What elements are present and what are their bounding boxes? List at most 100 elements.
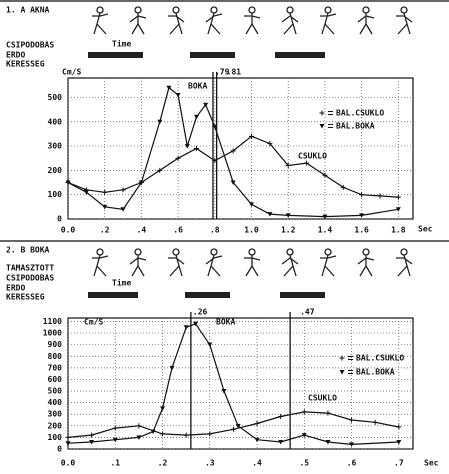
y-tick-label: 200 (48, 166, 63, 175)
phase-bar (190, 52, 235, 58)
y-tick-label: 900 (48, 340, 63, 349)
head (401, 249, 407, 255)
point-marker (325, 411, 330, 416)
head (363, 7, 369, 13)
header-row: CSIPODOBAS (6, 41, 54, 50)
head (401, 7, 407, 13)
legend-label: BAL.BOKA (336, 122, 375, 131)
y-tick-label: 1000 (43, 329, 62, 338)
y-tick-label: 100 (48, 433, 63, 442)
y-tick-label: 300 (48, 142, 63, 151)
y-tick-label: 100 (48, 190, 63, 199)
x-tick-label: 0.0 (61, 459, 76, 468)
stick-figure (168, 249, 184, 276)
point-marker (207, 343, 212, 348)
time-marker-label: .81 (227, 68, 242, 77)
header-row: ERDO (6, 284, 25, 293)
legend-symbol (320, 111, 325, 116)
body (92, 255, 108, 276)
point-marker (102, 190, 107, 195)
point-marker (176, 93, 181, 98)
stick-figure (320, 249, 336, 276)
legend-equals (328, 125, 333, 128)
head (363, 249, 369, 255)
y-tick-label: 700 (48, 363, 63, 372)
point-marker (113, 426, 118, 431)
point-marker (194, 115, 199, 120)
x-tick-label: .4 (137, 226, 147, 235)
head (97, 7, 103, 13)
x-tick-label: 0.0 (61, 226, 76, 235)
time-marker-label: .26 (193, 308, 208, 317)
x-tick-label: .7 (394, 459, 404, 468)
point-marker (359, 192, 364, 197)
stick-figure (130, 249, 146, 276)
phase-bar (280, 292, 325, 298)
annotation: CSUKLO (298, 152, 327, 161)
stick-figure (282, 249, 298, 276)
stick-figure (168, 7, 184, 34)
point-marker (184, 433, 189, 438)
series-line (68, 136, 398, 197)
stick-figure (358, 7, 374, 34)
x-tick-label: .3 (205, 459, 215, 468)
annotation: BOKA (188, 82, 207, 91)
figure: 1. A AKNACSIPODOBASERDOKERESSEGTimeCm/SS… (0, 0, 449, 474)
y-tick-label: 500 (48, 387, 63, 396)
phase-bar (88, 52, 143, 58)
legend-symbol (320, 124, 325, 129)
x-tick-label: 1.0 (244, 226, 259, 235)
body (358, 255, 374, 276)
x-tick-label: .6 (347, 459, 357, 468)
point-marker (302, 409, 307, 414)
x-tick-label: .4 (252, 459, 262, 468)
head (249, 7, 255, 13)
head (325, 249, 331, 255)
header-row: KERESSEG (6, 293, 45, 302)
stick-figure (396, 249, 412, 276)
body (320, 13, 336, 34)
legend-label: BAL.BOKA (356, 368, 395, 377)
y-tick-label: 300 (48, 410, 63, 419)
point-marker (221, 389, 226, 394)
x-tick-label: .6 (173, 226, 183, 235)
y-tick-label: 200 (48, 421, 63, 430)
series-line (68, 324, 399, 445)
x-tick-label: 1.8 (391, 226, 406, 235)
point-marker (278, 414, 283, 419)
legend-equals (348, 357, 353, 360)
x-axis-label: Sec (418, 225, 433, 234)
body (206, 13, 222, 34)
y-tick-label: 800 (48, 352, 63, 361)
stick-figure (206, 7, 222, 34)
plot-area (68, 318, 413, 449)
stick-figure (320, 7, 336, 34)
point-marker (377, 193, 382, 198)
body (320, 255, 336, 276)
body (130, 13, 146, 34)
head (287, 249, 293, 255)
stick-figure (130, 7, 146, 34)
y-tick-label: 0 (57, 215, 62, 224)
body (168, 255, 184, 276)
header-row: ERDO (6, 51, 25, 60)
body (358, 13, 374, 34)
y-tick-label: 400 (48, 398, 63, 407)
y-axis-label: Cm/S (84, 318, 103, 327)
x-tick-label: 1.6 (354, 226, 369, 235)
phase-bar (275, 52, 325, 58)
header-title: 2. B BOKA (6, 246, 50, 255)
legend-symbol (340, 370, 345, 375)
legend-equals (328, 112, 333, 115)
phase-bar (185, 292, 230, 298)
stick-figure (92, 249, 108, 276)
stick-figure (244, 7, 260, 34)
y-tick-label: 600 (48, 375, 63, 384)
y-tick-label: 0 (57, 445, 62, 454)
time-marker-label: .47 (300, 308, 315, 317)
legend-equals (348, 371, 353, 374)
body (168, 13, 184, 34)
point-marker (349, 418, 354, 423)
head (287, 7, 293, 13)
body (282, 255, 298, 276)
